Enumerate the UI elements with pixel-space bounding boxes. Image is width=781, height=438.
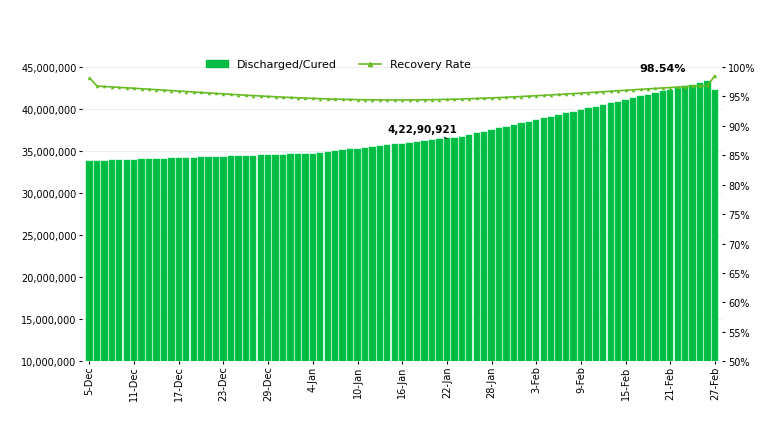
Bar xyxy=(131,160,137,438)
Bar xyxy=(228,157,234,438)
Bar xyxy=(310,154,316,438)
Bar xyxy=(429,141,435,438)
Bar xyxy=(391,145,398,438)
Bar xyxy=(168,159,174,438)
Bar xyxy=(578,111,584,438)
Bar xyxy=(466,136,473,438)
Bar xyxy=(258,156,264,438)
Bar xyxy=(294,155,301,438)
Bar xyxy=(414,142,420,438)
Bar xyxy=(690,85,696,438)
Bar xyxy=(481,132,487,438)
Bar xyxy=(511,126,517,438)
Bar xyxy=(630,99,637,438)
Bar xyxy=(250,156,256,438)
Bar xyxy=(369,148,376,438)
Text: 98.54%: 98.54% xyxy=(640,64,686,74)
Bar xyxy=(570,112,576,438)
Bar xyxy=(153,159,159,438)
Bar xyxy=(622,101,629,438)
Bar xyxy=(317,153,323,438)
Bar xyxy=(548,117,555,438)
Bar xyxy=(615,102,622,438)
Bar xyxy=(161,159,167,438)
Bar xyxy=(652,94,658,438)
Bar xyxy=(183,159,190,438)
Bar xyxy=(540,119,547,438)
Bar xyxy=(123,161,130,438)
Bar xyxy=(109,161,115,438)
Bar xyxy=(376,147,383,438)
Bar xyxy=(555,116,562,438)
Bar xyxy=(94,162,100,438)
Text: Recovered cases over 4.22 Cr & Recovery rate at 98.54%: Recovered cases over 4.22 Cr & Recovery … xyxy=(55,15,726,35)
Bar xyxy=(86,162,93,438)
Bar xyxy=(503,127,510,438)
Bar xyxy=(593,107,599,438)
Bar xyxy=(332,152,338,438)
Bar xyxy=(198,158,205,438)
Bar xyxy=(243,156,249,438)
Bar xyxy=(384,146,390,438)
Bar xyxy=(116,161,123,438)
Bar xyxy=(533,121,540,438)
Bar xyxy=(444,139,450,438)
Bar xyxy=(213,158,219,438)
Bar xyxy=(347,150,353,438)
Bar xyxy=(191,158,197,438)
Bar xyxy=(355,149,361,438)
Bar xyxy=(704,82,711,438)
Bar xyxy=(563,114,569,438)
Bar xyxy=(637,97,644,438)
Bar xyxy=(273,155,279,438)
Bar xyxy=(473,134,480,438)
Bar xyxy=(496,129,502,438)
Bar xyxy=(519,124,525,438)
Bar xyxy=(585,109,591,438)
Bar xyxy=(526,122,532,438)
Bar xyxy=(422,141,428,438)
Bar xyxy=(302,155,308,438)
Bar xyxy=(711,91,719,438)
Bar xyxy=(287,155,294,438)
Bar xyxy=(176,159,182,438)
Bar xyxy=(265,156,271,438)
Bar xyxy=(235,157,241,438)
Bar xyxy=(667,91,673,438)
Bar xyxy=(325,152,331,438)
Bar xyxy=(220,157,226,438)
Bar xyxy=(138,160,144,438)
Bar xyxy=(682,87,688,438)
Bar xyxy=(102,161,108,438)
Bar xyxy=(645,95,651,438)
Bar xyxy=(399,144,405,438)
Bar xyxy=(458,138,465,438)
Bar xyxy=(660,92,666,438)
Bar xyxy=(280,155,286,438)
Bar xyxy=(675,89,681,438)
Bar xyxy=(205,158,212,438)
Bar xyxy=(608,104,614,438)
Text: 4,22,90,921: 4,22,90,921 xyxy=(387,124,457,139)
Bar xyxy=(146,160,152,438)
Bar xyxy=(451,138,458,438)
Bar xyxy=(600,106,606,438)
Bar xyxy=(437,140,443,438)
Bar xyxy=(340,151,346,438)
Bar xyxy=(406,143,413,438)
Bar xyxy=(697,84,703,438)
Bar xyxy=(362,148,368,438)
Bar xyxy=(488,131,494,438)
Legend: Discharged/Cured, Recovery Rate: Discharged/Cured, Recovery Rate xyxy=(201,56,476,74)
